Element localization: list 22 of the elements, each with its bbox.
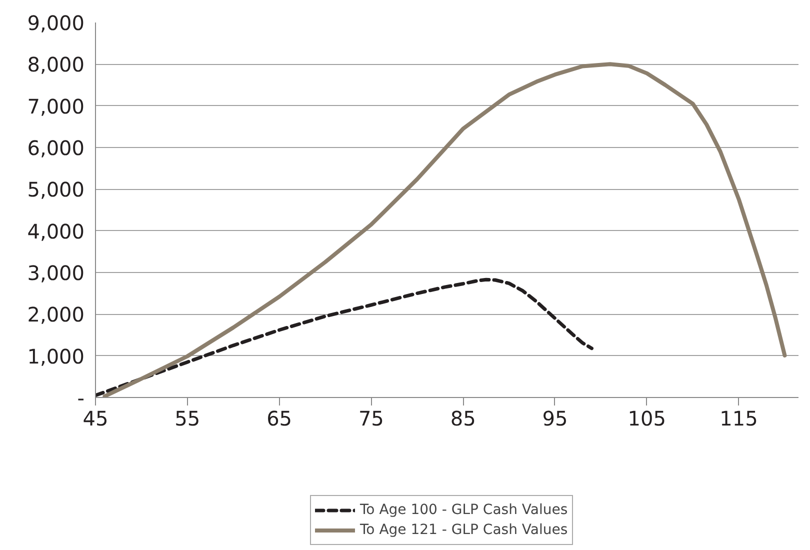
y-tick-label: 3,000 xyxy=(27,261,85,285)
line-series xyxy=(96,278,594,398)
y-tick-label: 2,000 xyxy=(27,302,85,327)
x-tick-label: 45 xyxy=(82,406,108,430)
y-tick-label: 5,000 xyxy=(27,178,85,202)
legend-label: To Age 121 - GLP Cash Values xyxy=(360,521,568,540)
y-tick-label: 8,000 xyxy=(27,52,85,77)
x-tick-label: 85 xyxy=(450,406,476,430)
y-tick-label: 1,000 xyxy=(27,344,85,368)
y-tick-label: 7,000 xyxy=(27,94,85,118)
y-tick-label: 6,000 xyxy=(27,136,85,160)
y-tick-label: - xyxy=(77,386,84,410)
x-tick-label: 105 xyxy=(628,406,666,430)
x-tick-label: 115 xyxy=(720,406,758,430)
line-series xyxy=(102,62,787,398)
legend-label: To Age 100 - GLP Cash Values xyxy=(360,501,568,520)
x-tick-label: 95 xyxy=(542,406,568,430)
y-tick-label: 4,000 xyxy=(27,219,85,244)
y-tick-label: 9,000 xyxy=(27,11,85,35)
x-tick-label: 65 xyxy=(266,406,292,430)
x-tick-label: 55 xyxy=(174,406,200,430)
x-tick-label: 75 xyxy=(358,406,384,430)
